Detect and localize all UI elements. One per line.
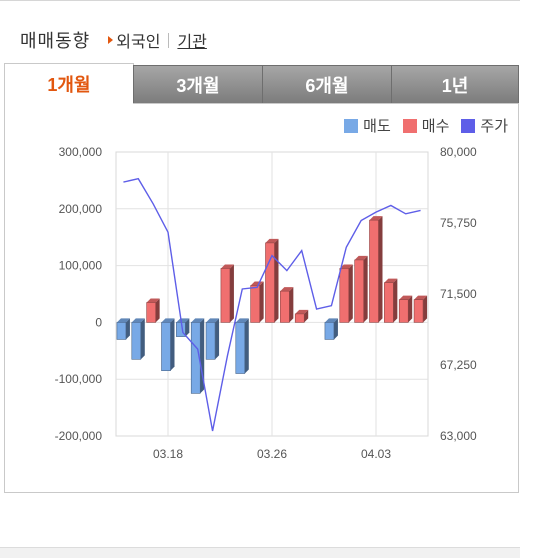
buy-bar	[146, 298, 160, 323]
right-axis-tick-label: 80,000	[440, 145, 477, 159]
tab-1-month[interactable]: 1개월	[4, 63, 134, 104]
legend-swatch-sell	[344, 118, 359, 133]
sell-bar	[205, 318, 220, 360]
investor-filter: 외국인 기관	[108, 28, 207, 52]
x-axis-tick-label: 04.03	[361, 447, 391, 461]
sell-bar	[190, 318, 205, 394]
foreign-investor-link[interactable]: 외국인	[116, 32, 161, 51]
buy-bar	[220, 264, 234, 323]
chart-legend: 매도 매수 주가	[332, 115, 508, 136]
price-line	[123, 177, 421, 432]
legend-swatch-price	[461, 118, 476, 133]
buy-bar	[265, 238, 279, 323]
legend-label-buy: 매수	[421, 117, 450, 135]
buy-bar	[384, 278, 398, 323]
legend-label-sell: 매도	[363, 117, 391, 135]
bottom-divider	[0, 547, 520, 558]
sell-bar	[176, 318, 190, 337]
buy-bar	[354, 255, 368, 323]
buy-bar	[250, 281, 264, 323]
tab-3-months[interactable]: 3개월	[133, 65, 263, 103]
sell-bar	[131, 318, 145, 360]
left-axis-tick-label: 0	[95, 315, 102, 329]
tab-1-year[interactable]: 1년	[391, 65, 519, 103]
sell-bar	[116, 318, 130, 340]
legend-item-sell: 매도	[344, 115, 391, 136]
legend-item-buy: 매수	[402, 115, 450, 136]
right-axis-tick-label: 63,000	[440, 429, 477, 443]
top-divider	[0, 0, 520, 1]
sell-bar	[161, 318, 175, 371]
sell-bar	[324, 318, 338, 340]
buy-bar	[280, 287, 294, 323]
x-axis-tick-label: 03.18	[153, 447, 183, 461]
period-tabs: 1개월 3개월 6개월 1년	[4, 63, 519, 104]
tab-6-months[interactable]: 6개월	[262, 65, 392, 103]
trading-trend-header: 매매동향 외국인 기관	[20, 28, 207, 52]
x-axis-tick-label: 03.26	[257, 447, 287, 461]
page-title: 매매동향	[20, 31, 91, 52]
legend-swatch-buy	[402, 118, 417, 133]
buy-bar	[369, 216, 383, 323]
left-axis-tick-label: 100,000	[59, 259, 103, 273]
buy-bar	[398, 295, 413, 323]
legend-label-price: 주가	[480, 117, 508, 135]
panel-top-border	[133, 103, 519, 104]
institution-investor-link[interactable]: 기관	[177, 32, 207, 51]
triangle-bullet-icon	[108, 36, 114, 44]
left-axis-tick-label: 200,000	[59, 202, 103, 216]
right-axis-tick-label: 75,750	[440, 216, 477, 230]
right-axis-tick-label: 71,500	[440, 287, 477, 301]
right-axis-tick-label: 67,250	[440, 358, 477, 372]
buy-bar	[339, 264, 353, 323]
left-axis-tick-label: 300,000	[59, 145, 103, 159]
left-axis-tick-label: -100,000	[55, 372, 103, 386]
buy-bar	[413, 295, 428, 323]
sell-bar	[235, 318, 249, 374]
buy-bar	[294, 309, 309, 323]
legend-item-price: 주가	[461, 115, 508, 136]
left-axis-tick-label: -200,000	[55, 429, 103, 443]
separator	[168, 32, 170, 48]
